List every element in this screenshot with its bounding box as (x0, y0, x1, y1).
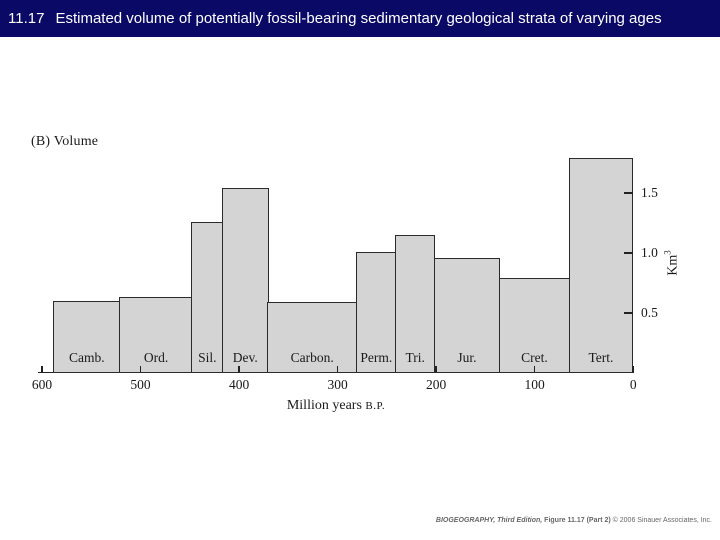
x-tick-label: 200 (426, 376, 447, 392)
bar-label: Dev. (232, 349, 258, 365)
bar-tert: Tert. (568, 158, 634, 373)
copyright-credit: BIOGEOGRAPHY, Third Edition, Figure 11.1… (436, 517, 712, 524)
y-tick-label: 1.5 (641, 185, 658, 200)
bar-carbon: Carbon. (267, 302, 358, 373)
bar-dev: Dev. (221, 188, 269, 373)
bar-label: Ord. (143, 349, 169, 365)
bar-sil: Sil. (191, 221, 224, 373)
y-axis-title: Km3 (663, 250, 682, 276)
x-tick-label: 100 (524, 376, 545, 392)
x-tick-mark (435, 365, 437, 372)
credit-book-title: BIOGEOGRAPHY, Third Edition, (435, 517, 543, 524)
bar-label: Cret. (521, 349, 548, 365)
credit-copyright: © 2006 Sinauer Associates, Inc. (610, 517, 712, 524)
figure-number: 11.17 (8, 10, 45, 27)
slide-header-banner: 11.17 Estimated volume of potentially fo… (0, 0, 720, 37)
x-tick-label: 500 (130, 376, 151, 392)
x-tick-label: 400 (228, 376, 250, 392)
x-tick-label: 600 (31, 376, 53, 392)
x-tick-mark (41, 365, 43, 372)
bar-label: Tert. (588, 349, 614, 365)
y-tick-mark (624, 252, 633, 254)
slide-title: Estimated volume of potentially fossil-b… (55, 10, 662, 27)
bar-jur: Jur. (433, 257, 501, 373)
y-axis-title-exponent: 3 (662, 250, 673, 255)
bar-label: Sil. (198, 349, 217, 365)
bar-label: Jur. (457, 349, 477, 365)
x-tick-mark (238, 365, 240, 372)
credit-figure-ref: Figure 11.17 (Part 2) (542, 517, 611, 524)
bar-label: Perm. (360, 349, 393, 365)
x-tick-label: 300 (327, 376, 348, 392)
x-tick-mark (632, 365, 634, 372)
x-axis-title-unit: B.P. (365, 400, 386, 412)
x-tick-mark (533, 365, 536, 372)
y-axis-title-text: Km (665, 254, 681, 276)
y-tick-mark (624, 312, 633, 314)
bar-tri: Tri. (395, 235, 436, 373)
bar-perm: Perm. (355, 251, 397, 373)
x-tick-mark (139, 365, 142, 372)
bar-label: Carbon. (290, 349, 334, 365)
x-axis-title-text: Million years (286, 398, 362, 413)
bar-cret: Cret. (498, 278, 571, 373)
x-tick-label: 0 (629, 376, 637, 392)
x-axis-title: Million years B.P. (38, 398, 634, 414)
bar-ord: Ord. (119, 297, 193, 373)
bar-label: Camb. (69, 350, 105, 365)
bar-label: Tri. (405, 350, 425, 365)
panel-label: (B) Volume (31, 134, 99, 149)
y-tick-mark (624, 192, 633, 194)
x-tick-mark (336, 365, 339, 372)
y-tick-label: 1.0 (641, 245, 658, 260)
bar-camb: Camb. (52, 301, 121, 373)
y-tick-label: 0.5 (641, 305, 658, 320)
